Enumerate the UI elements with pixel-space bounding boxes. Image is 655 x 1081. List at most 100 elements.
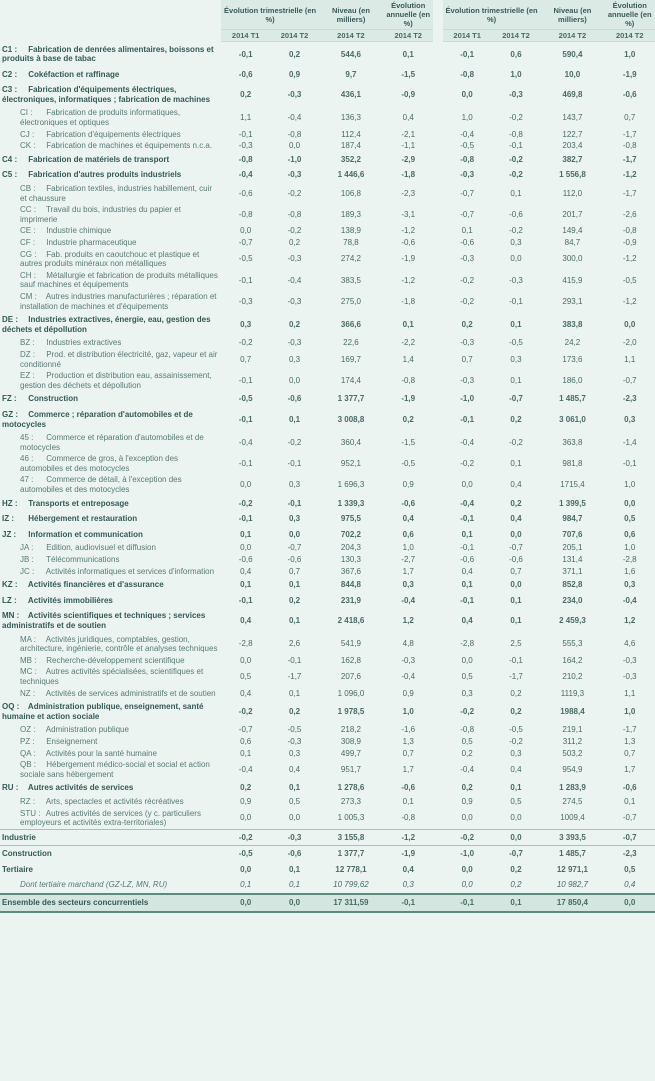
cell: 0,3 bbox=[604, 577, 655, 593]
cell: 0,9 bbox=[383, 474, 433, 495]
cell: -0,2 bbox=[443, 699, 492, 724]
cell: 0,4 bbox=[221, 566, 270, 578]
cell: -1,2 bbox=[604, 167, 655, 183]
cell: 0,2 bbox=[270, 699, 319, 724]
cell: 0,1 bbox=[443, 527, 492, 543]
table-row: OZ : Administration publique-0,7-0,5218,… bbox=[0, 724, 655, 736]
cell: -0,1 bbox=[443, 894, 492, 912]
cell: 0,2 bbox=[270, 312, 319, 337]
cell: -0,8 bbox=[443, 152, 492, 168]
cell: -1,2 bbox=[604, 291, 655, 312]
cell: 274,2 bbox=[319, 249, 383, 270]
cell: 3 061,0 bbox=[540, 407, 604, 432]
cell: -0,4 bbox=[443, 432, 492, 453]
row-label: GZ : Commerce ; réparation d'automobiles… bbox=[0, 407, 221, 432]
cell: 2,6 bbox=[270, 634, 319, 655]
cell: -3,1 bbox=[383, 204, 433, 225]
table-row: CC : Travail du bois, industries du papi… bbox=[0, 204, 655, 225]
cell: 0,6 bbox=[221, 736, 270, 748]
cell: 0,3 bbox=[492, 748, 541, 760]
table-row: CG : Fab. produits en caoutchouc et plas… bbox=[0, 249, 655, 270]
cell: 201,7 bbox=[540, 204, 604, 225]
cell: 0,1 bbox=[492, 593, 541, 609]
cell: 544,6 bbox=[319, 42, 383, 67]
cell: 112,0 bbox=[540, 183, 604, 204]
cell: 1,2 bbox=[604, 608, 655, 633]
cell: -1,8 bbox=[383, 291, 433, 312]
cell: -2,8 bbox=[604, 554, 655, 566]
cell: -0,6 bbox=[270, 391, 319, 407]
employment-table: Évolution trimestrielle (en %) Niveau (e… bbox=[0, 0, 655, 913]
table-row: MN : Activités scientifiques et techniqu… bbox=[0, 608, 655, 633]
cell: -0,7 bbox=[270, 542, 319, 554]
cell: -1,7 bbox=[604, 129, 655, 141]
cell: 274,5 bbox=[540, 796, 604, 808]
table-row: CE : Industrie chimique0,0-0,2138,9-1,20… bbox=[0, 225, 655, 237]
cell: 0,2 bbox=[492, 699, 541, 724]
cell: 0,0 bbox=[492, 808, 541, 830]
row-label: MC : Autres activités spécialisées, scie… bbox=[0, 666, 221, 687]
table-row: MC : Autres activités spécialisées, scie… bbox=[0, 666, 655, 687]
cell: 1 485,7 bbox=[540, 846, 604, 862]
cell: 1 399,5 bbox=[540, 496, 604, 512]
cell: 2 418,6 bbox=[319, 608, 383, 633]
cell: -0,2 bbox=[443, 291, 492, 312]
row-label: 45 : Commerce et réparation d'automobile… bbox=[0, 432, 221, 453]
cell: 0,0 bbox=[492, 829, 541, 846]
cell: 0,5 bbox=[492, 796, 541, 808]
cell: -0,4 bbox=[383, 593, 433, 609]
table-row: Ensemble des secteurs concurrentiels0,00… bbox=[0, 894, 655, 912]
row-label: DE : Industries extractives, énergie, ea… bbox=[0, 312, 221, 337]
cell: -0,2 bbox=[270, 225, 319, 237]
table-row: KZ : Activités financières et d'assuranc… bbox=[0, 577, 655, 593]
cell: -2,3 bbox=[604, 391, 655, 407]
cell: -0,1 bbox=[492, 140, 541, 152]
cell: 0,1 bbox=[221, 577, 270, 593]
cell: -0,2 bbox=[221, 496, 270, 512]
cell: -0,8 bbox=[270, 204, 319, 225]
table-row: 46 : Commerce de gros, à l'exception des… bbox=[0, 453, 655, 474]
cell: -0,7 bbox=[443, 204, 492, 225]
cell: -0,3 bbox=[604, 666, 655, 687]
cell: 951,7 bbox=[319, 759, 383, 780]
cell: 0,4 bbox=[221, 608, 270, 633]
cell: 2 459,3 bbox=[540, 608, 604, 633]
cell: 469,8 bbox=[540, 82, 604, 107]
cell: 3 008,8 bbox=[319, 407, 383, 432]
cell: 0,2 bbox=[221, 82, 270, 107]
cell: 541,9 bbox=[319, 634, 383, 655]
cell: 231,9 bbox=[319, 593, 383, 609]
cell: -0,3 bbox=[443, 370, 492, 391]
cell: -0,7 bbox=[221, 724, 270, 736]
cell: 1 377,7 bbox=[319, 846, 383, 862]
table-row: HZ : Transports et entreposage-0,2-0,11 … bbox=[0, 496, 655, 512]
cell: -0,3 bbox=[270, 337, 319, 349]
cell: 234,0 bbox=[540, 593, 604, 609]
table-row: DE : Industries extractives, énergie, ea… bbox=[0, 312, 655, 337]
row-label: NZ : Activités de services administratif… bbox=[0, 688, 221, 700]
cell: -0,1 bbox=[443, 511, 492, 527]
cell: -1,5 bbox=[383, 67, 433, 83]
cell: 0,2 bbox=[270, 237, 319, 249]
cell: 0,5 bbox=[270, 796, 319, 808]
row-label: Construction bbox=[0, 846, 221, 862]
cell: 0,0 bbox=[492, 249, 541, 270]
cell: 1 446,6 bbox=[319, 167, 383, 183]
cell: 164,2 bbox=[540, 655, 604, 667]
cell: -0,6 bbox=[383, 237, 433, 249]
cell: 1,7 bbox=[604, 759, 655, 780]
row-label: CE : Industrie chimique bbox=[0, 225, 221, 237]
cell: 0,6 bbox=[492, 42, 541, 67]
cell: 0,1 bbox=[383, 312, 433, 337]
cell: 1,3 bbox=[383, 736, 433, 748]
row-label: QB : Hébergement médico-social et social… bbox=[0, 759, 221, 780]
hdr-evol-trim-l: Évolution trimestrielle (en %) bbox=[221, 0, 319, 30]
cell: 207,6 bbox=[319, 666, 383, 687]
table-row: CM : Autres industries manufacturières ;… bbox=[0, 291, 655, 312]
cell: -0,5 bbox=[221, 391, 270, 407]
cell: -0,7 bbox=[492, 391, 541, 407]
cell: 0,2 bbox=[270, 593, 319, 609]
cell: 0,7 bbox=[221, 349, 270, 370]
cell: 131,4 bbox=[540, 554, 604, 566]
cell: 10,0 bbox=[540, 67, 604, 83]
